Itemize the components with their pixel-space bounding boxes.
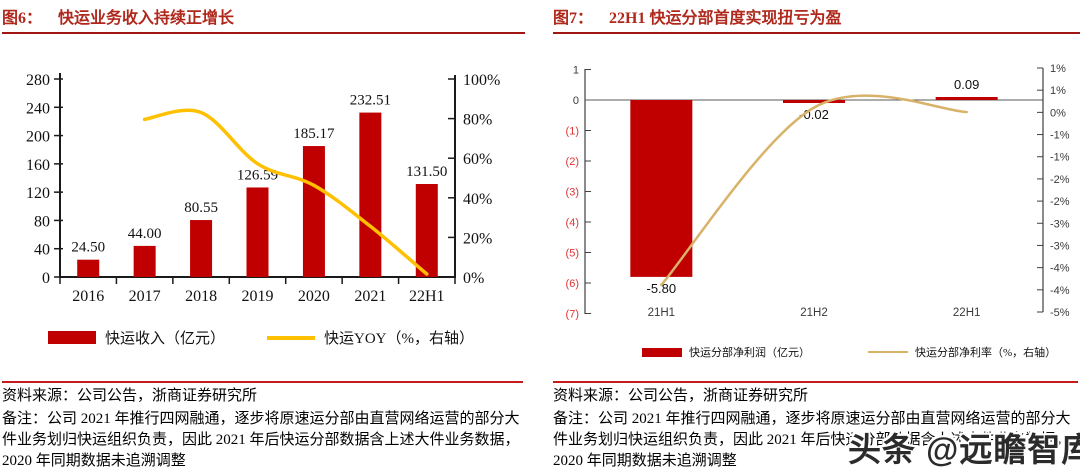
x-axis-tick-label: 21H2 bbox=[800, 307, 828, 319]
y2-axis-tick-label: 100% bbox=[463, 72, 500, 89]
y2-axis-tick-label: 20% bbox=[463, 230, 492, 247]
fig7-title-number: 图7： bbox=[553, 10, 594, 27]
legend-label: 快运分部净利润（亿元） bbox=[689, 347, 810, 359]
trend-line bbox=[142, 108, 429, 276]
y-axis-tick-label: 200 bbox=[26, 129, 50, 146]
bar bbox=[415, 184, 438, 277]
y2-axis-tick-label: -1% bbox=[1050, 152, 1070, 164]
y2-axis-tick-label: 60% bbox=[463, 151, 492, 168]
x-axis-tick-label: 22H1 bbox=[953, 307, 981, 319]
bar bbox=[190, 220, 213, 277]
x-axis-tick-label: 22H1 bbox=[409, 288, 445, 305]
legend-item: 快运YOY（%，右轴） bbox=[267, 327, 474, 348]
bar bbox=[133, 245, 156, 277]
bar bbox=[935, 97, 998, 100]
y2-axis-tick-label: 40% bbox=[463, 191, 492, 208]
bar bbox=[783, 100, 845, 103]
bar-swatch-icon bbox=[642, 347, 682, 357]
y-axis-tick-label: (1) bbox=[566, 126, 579, 138]
fig7-title: 图7： 22H1 快运分部首度实现扭亏为盈 bbox=[553, 6, 1080, 34]
fig6-footer: 资料来源：公司公告，浙商证券研究所 备注：公司 2021 年推行四网融通，逐步将… bbox=[2, 381, 523, 471]
x-axis-tick-label: 21H1 bbox=[648, 307, 676, 319]
y2-axis-tick-label: 1% bbox=[1050, 63, 1066, 75]
legend-label: 快运分部净利率（%，右轴） bbox=[915, 347, 1057, 359]
fig6-title-text: 快运业务收入持续正增长 bbox=[58, 10, 235, 27]
bar-value-label: 185.17 bbox=[293, 126, 335, 142]
bar bbox=[630, 100, 693, 277]
x-axis-tick-label: 2021 bbox=[354, 288, 386, 305]
y2-axis-tick-label: -2% bbox=[1050, 196, 1070, 208]
line-swatch-icon bbox=[868, 351, 908, 353]
fig6-title-number: 图6： bbox=[2, 10, 43, 27]
fig6-title: 图6： 快运业务收入持续正增长 bbox=[2, 6, 525, 34]
bar bbox=[359, 112, 382, 277]
y2-axis-tick-label: 0% bbox=[1050, 107, 1066, 119]
bar-swatch-icon bbox=[48, 331, 96, 344]
y2-axis-tick-label: 0% bbox=[463, 270, 484, 287]
x-axis-tick-label: 2016 bbox=[72, 288, 104, 305]
y2-axis-tick-label: -4% bbox=[1050, 263, 1070, 275]
bar bbox=[302, 146, 325, 277]
y-axis-tick-label: 160 bbox=[26, 157, 50, 174]
y-axis-tick-label: 0 bbox=[573, 95, 579, 107]
fig7-legend: 快运分部净利润（亿元） 快运分部净利率（%，右轴） bbox=[642, 344, 1056, 360]
fig6-chart-canvas: 0 40 80 120 160 200 240 280 0% 20% 40% 60% 80% 100% 20… bbox=[26, 72, 500, 305]
bar-value-label: 131.50 bbox=[406, 164, 447, 180]
legend-item: 快运收入（亿元） bbox=[48, 327, 225, 348]
bar bbox=[77, 259, 100, 277]
y2-axis-tick-label: -2% bbox=[1050, 174, 1070, 186]
y-axis-tick-label: 40 bbox=[34, 242, 50, 259]
y-axis-tick-label: (7) bbox=[566, 309, 579, 321]
bar bbox=[246, 187, 269, 277]
y-axis-tick-label: 240 bbox=[26, 100, 50, 117]
legend-label: 快运YOY（%，右轴） bbox=[324, 331, 475, 347]
fig6-legend: 快运收入（亿元） 快运YOY（%，右轴） bbox=[48, 327, 474, 348]
fig6-note-text: 备注：公司 2021 年推行四网融通，逐步将原速运分部由直营网络运营的部分大件业… bbox=[2, 411, 520, 469]
fig7-source-line: 资料来源：公司公告，浙商证券研究所 bbox=[553, 388, 809, 404]
fig7-footer: 资料来源：公司公告，浙商证券研究所 备注：公司 2021 年推行四网融通，逐步将… bbox=[553, 381, 1078, 471]
y2-axis-tick-label: 1% bbox=[1050, 85, 1066, 97]
y2-axis-tick-label: -4% bbox=[1050, 285, 1070, 297]
y-axis-tick-label: 280 bbox=[26, 72, 50, 89]
bar-value-label: 126.59 bbox=[237, 167, 278, 183]
line-swatch-icon bbox=[267, 335, 316, 340]
y-axis-tick-label: (2) bbox=[566, 156, 579, 168]
y-axis-tick-label: (5) bbox=[566, 248, 579, 260]
watermark: 头条 @远瞻智库 bbox=[848, 431, 1080, 468]
y-axis-tick-label: 120 bbox=[26, 185, 50, 202]
legend-label: 快运收入（亿元） bbox=[105, 331, 226, 347]
bar-value-label: 44.00 bbox=[128, 226, 162, 242]
trend-line bbox=[660, 94, 968, 287]
y-axis-tick-label: 0 bbox=[42, 270, 50, 287]
bar-value-label: 0.09 bbox=[954, 77, 979, 92]
fig7-note-text: 备注：公司 2021 年推行四网融通，逐步将原速运分部由直营网络运营的部分大件业… bbox=[553, 411, 1071, 469]
x-axis-tick-label: 2017 bbox=[129, 288, 161, 305]
bar-value-label: -5.80 bbox=[647, 281, 677, 296]
x-axis-tick-label: 2019 bbox=[242, 288, 274, 305]
x-axis-tick-label: 2018 bbox=[185, 288, 217, 305]
y2-axis-tick-label: -3% bbox=[1050, 240, 1070, 252]
y2-axis-tick-label: -3% bbox=[1050, 218, 1070, 230]
y-axis-tick-label: (3) bbox=[566, 187, 579, 199]
bar-value-label: 80.55 bbox=[184, 200, 218, 216]
bar-value-label: 232.51 bbox=[350, 93, 391, 109]
legend-item: 快运分部净利润（亿元） bbox=[642, 344, 810, 360]
x-axis-tick-label: 2020 bbox=[298, 288, 330, 305]
y-axis-tick-label: (6) bbox=[566, 278, 579, 290]
fig7-chart-canvas: 1 0 (1) (2) (3) (4) (5) (6) (7) 1% 1% 0% -1% -1% -2% -2… bbox=[566, 63, 1070, 321]
y-axis-tick-label: (4) bbox=[566, 217, 579, 229]
y2-axis-tick-label: 80% bbox=[463, 112, 492, 129]
y-axis-tick-label: 80 bbox=[34, 213, 50, 230]
bar-value-label: -0.02 bbox=[799, 107, 829, 122]
fig7-title-text: 22H1 快运分部首度实现扭亏为盈 bbox=[609, 10, 842, 27]
legend-item: 快运分部净利率（%，右轴） bbox=[868, 344, 1056, 360]
fig6-source-line: 资料来源：公司公告，浙商证券研究所 bbox=[2, 388, 258, 404]
bar-value-label: 24.50 bbox=[71, 240, 105, 256]
y-axis-tick-label: 1 bbox=[573, 65, 579, 77]
y2-axis-tick-label: -1% bbox=[1050, 130, 1070, 142]
y2-axis-tick-label: -5% bbox=[1050, 307, 1070, 319]
